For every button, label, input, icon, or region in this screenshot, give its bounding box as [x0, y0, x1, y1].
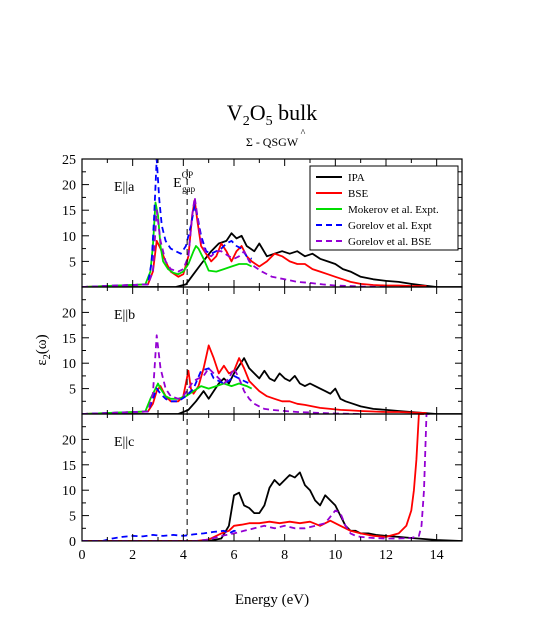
title-sub2: 5 — [266, 114, 273, 129]
gap-label-sup: QP — [182, 170, 194, 180]
legend-label-ipa: IPA — [348, 172, 365, 184]
gap-label-sub: gap — [182, 184, 195, 194]
legend-label-mokerov-et-al-expt: Mokerov et al. Expt. — [348, 204, 439, 216]
series-line-ipa — [82, 232, 462, 287]
y-tick-label: 5 — [69, 383, 76, 398]
series-line-gorelov-et-al-bse — [82, 196, 387, 287]
y-tick-label: 5 — [69, 255, 76, 270]
series-line-gorelov-et-al-bse — [82, 334, 361, 414]
y-tick-label-zero: 0 — [69, 535, 76, 550]
y-tick-label: 10 — [62, 230, 76, 245]
y-tick-label: 20 — [62, 306, 76, 321]
y-tick-label: 20 — [62, 179, 76, 194]
y-tick-label: 15 — [62, 459, 76, 474]
gap-label-main: E — [173, 176, 182, 191]
x-tick-label: 4 — [180, 548, 187, 563]
y-tick-label: 10 — [62, 357, 76, 372]
panel-e-b: 5 10 15 20 E||b — [62, 286, 463, 415]
legend-label-bse: BSE — [348, 188, 368, 200]
x-tick-label: 2 — [129, 548, 136, 563]
y-tick-label: 20 — [62, 433, 76, 448]
x-tick-label: 12 — [379, 548, 393, 563]
chart-title: V2O5 bulk — [227, 100, 317, 129]
x-tick-label: 14 — [430, 548, 444, 563]
panel-label: E||c — [114, 435, 134, 450]
legend-label-gorelov-et-al-bse: Gorelov et al. BSE — [348, 236, 431, 248]
panel-e-c: 5 10 15 20 0 E||c — [62, 413, 463, 550]
title-main: V — [227, 100, 243, 125]
ylabel-eps: ε — [34, 359, 50, 365]
x-tick-label: 0 — [79, 548, 86, 563]
x-tick-label: 8 — [281, 548, 288, 563]
y-tick-label: 15 — [62, 332, 76, 347]
y-tick-label: 10 — [62, 484, 76, 499]
chart-subtitle: Σ - QSGW — [246, 135, 299, 149]
y-tick-label: 25 — [62, 153, 76, 168]
series-line-gorelov-et-al-expt — [82, 367, 250, 414]
series-line-bse — [82, 344, 427, 414]
gap-energy-label: EQP — [173, 170, 193, 191]
legend-label-gorelov-et-al-expt: Gorelov et al. Expt — [348, 220, 432, 232]
ylabel-sub: 2 — [42, 354, 53, 359]
series-line-ipa — [82, 357, 462, 414]
subtitle-prefix: Σ - QSG — [246, 135, 287, 149]
x-tick-label: 10 — [328, 548, 342, 563]
panel-label: E||b — [114, 308, 135, 323]
panel-label: E||a — [114, 180, 135, 195]
y-tick-label: 15 — [62, 204, 76, 219]
series-line-mokerov-et-al-expt — [82, 201, 253, 287]
title-rest: bulk — [273, 100, 318, 125]
legend-box — [309, 165, 459, 251]
ylabel-rest: (ω) — [34, 334, 50, 354]
y-axis-label: ε2(ω) — [34, 334, 53, 365]
subtitle-w: W — [287, 135, 299, 149]
x-tick-label: 6 — [231, 548, 238, 563]
series-line-ipa — [82, 471, 462, 541]
x-axis-label: Energy (eV) — [235, 592, 309, 608]
series-line-bse — [82, 414, 424, 541]
title-mid: O — [250, 100, 266, 125]
series-line-gorelov-et-al-expt — [82, 529, 240, 541]
series-line-gorelov-et-al-bse — [82, 414, 432, 541]
panel-frame — [81, 286, 463, 415]
panel-e-a: 5 10 15 20 25 E||a — [62, 153, 463, 288]
subtitle-hat: ^ — [301, 128, 306, 139]
series-line-bse — [82, 199, 427, 287]
y-tick-label: 5 — [69, 510, 76, 525]
series-line-mokerov-et-al-expt — [82, 382, 253, 414]
title-sub1: 2 — [243, 114, 250, 129]
legend: IPA BSE Mokerov et al. Expt. Gorelov et al.… — [309, 165, 459, 251]
